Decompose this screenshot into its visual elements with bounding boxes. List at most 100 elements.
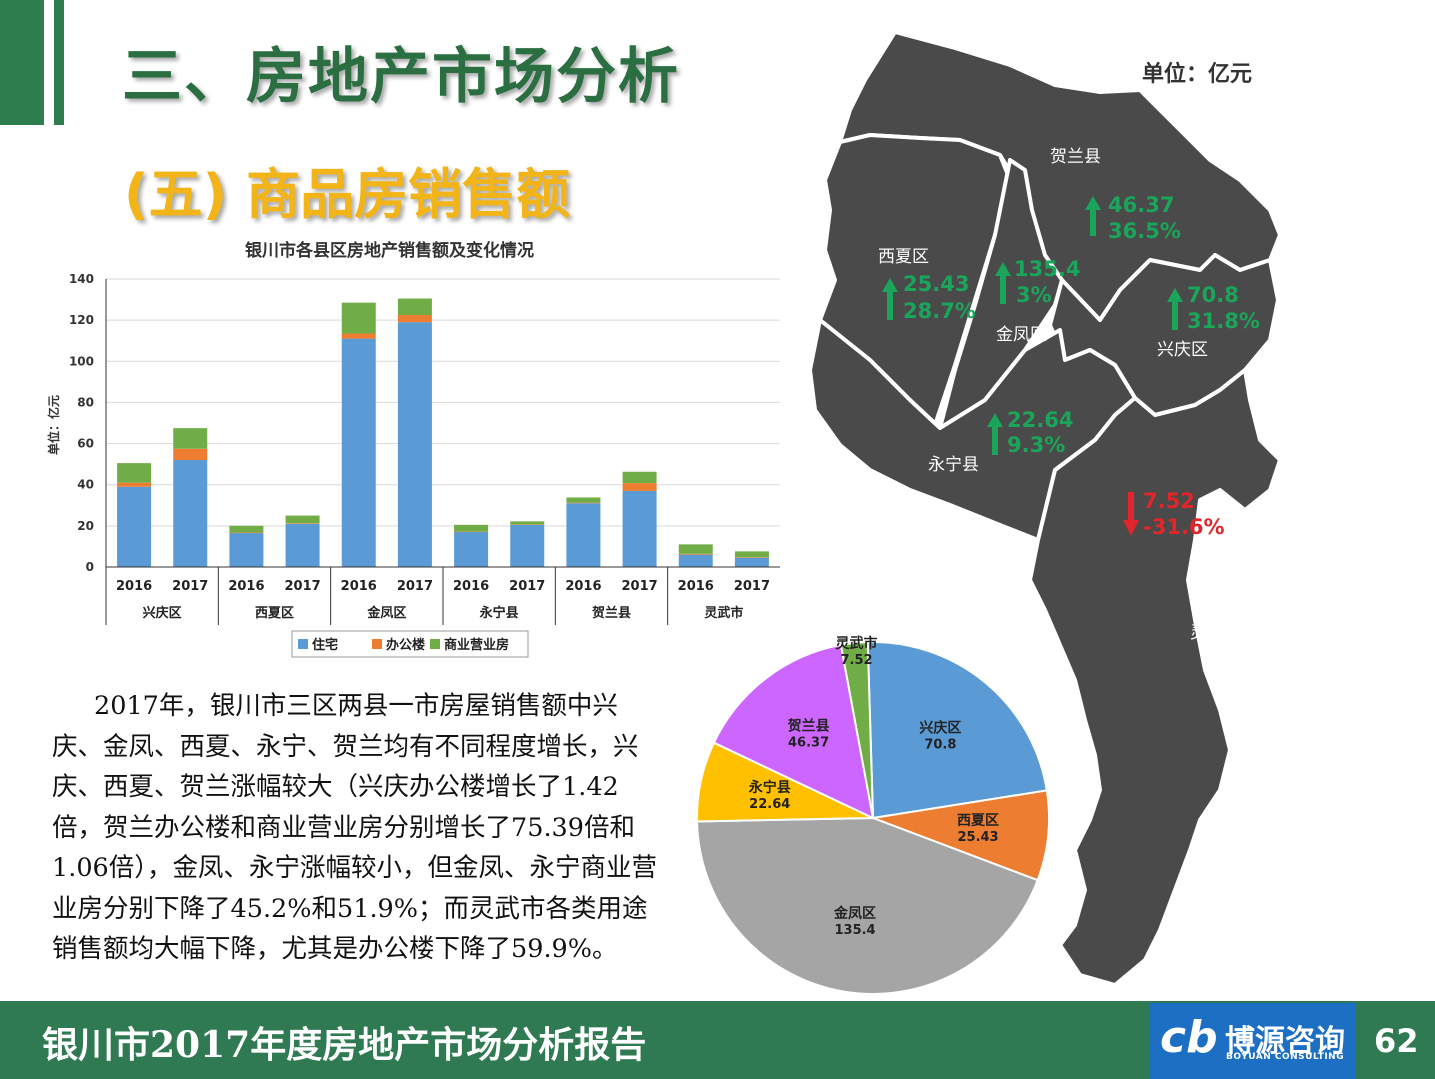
- bar-segment: [117, 463, 152, 483]
- bar-chart: 0 20 40 60 80 100 120 140 兴庆区 2016 2017 西夏区 2016 2017…: [46, 272, 780, 658]
- bar-segment: [285, 523, 320, 567]
- map-change-xingqing: 31.8%: [1187, 309, 1260, 333]
- map-label-helan: 贺兰县: [1050, 147, 1101, 167]
- bar-segment: [734, 557, 769, 567]
- title-accent-bar-thin: [54, 0, 64, 125]
- map-value-helan: 46.37: [1108, 193, 1174, 217]
- legend-label: 住宅: [312, 637, 338, 653]
- bar-segment: [678, 554, 713, 567]
- map-change-helan: 36.5%: [1108, 219, 1181, 243]
- x-group-label: 灵武市: [704, 605, 743, 621]
- up-arrow-icon: [995, 262, 1011, 304]
- title-accent-bar: [0, 0, 44, 125]
- y-tick-label: 0: [86, 560, 94, 574]
- x-group-label: 兴庆区: [143, 605, 182, 621]
- bar-segment: [734, 557, 769, 558]
- bar-segment: [622, 490, 657, 567]
- x-year-label: 2017: [509, 579, 545, 594]
- bar-segment: [510, 524, 545, 567]
- pie-label-name: 金凤区: [833, 905, 876, 922]
- legend-swatch: [372, 639, 382, 649]
- x-year-label: 2016: [341, 579, 377, 594]
- up-arrow-icon: [882, 278, 898, 320]
- map-value-yongning: 22.64: [1007, 408, 1073, 432]
- pie-label-value: 46.37: [788, 735, 829, 750]
- bar-segment: [341, 302, 376, 334]
- pie-label-name: 贺兰县: [787, 717, 830, 734]
- up-arrow-icon: [987, 413, 1003, 455]
- x-year-label: 2017: [172, 579, 208, 594]
- bar-segment: [678, 553, 713, 555]
- map-change-jinfeng: 3%: [1016, 283, 1052, 307]
- x-year-label: 2016: [453, 579, 489, 594]
- bar-segment: [678, 544, 713, 554]
- pie-label-value: 70.8: [924, 738, 956, 753]
- bar-segment: [285, 523, 320, 524]
- x-year-label: 2016: [678, 579, 714, 594]
- x-group-label: 永宁县: [479, 605, 519, 621]
- x-year-label: 2017: [621, 579, 657, 594]
- x-year-label: 2016: [565, 579, 601, 594]
- bar-segment: [285, 515, 320, 524]
- x-year-label: 2016: [116, 579, 152, 594]
- y-tick-label: 100: [69, 354, 94, 368]
- x-year-label: 2017: [284, 579, 320, 594]
- pie-label-value: 135.4: [834, 923, 875, 938]
- x-year-label: 2017: [734, 579, 770, 594]
- y-tick-label: 80: [77, 395, 94, 409]
- map-region-xixia: [818, 133, 1012, 427]
- district-map: 贺兰县 西夏区 金凤区 兴庆区 永宁县 灵武市 46.37 36.5% 25.4…: [808, 30, 1282, 987]
- bar-segment: [117, 486, 152, 567]
- bar-segment: [117, 482, 152, 487]
- bar-chart-ylabel: 单位：亿元: [46, 395, 61, 455]
- pie-slice: [866, 641, 1048, 820]
- pie-slice: [696, 816, 1039, 995]
- map-change-xixia: 28.7%: [903, 299, 976, 323]
- bar-segment: [173, 460, 208, 567]
- section-subtitle: (五) 商品房销售额: [124, 163, 571, 226]
- map-value-xixia: 25.43: [903, 272, 969, 296]
- bar-segment: [229, 533, 264, 567]
- pie-label-value: 7.52: [840, 653, 872, 668]
- legend-label: 办公楼: [386, 637, 425, 653]
- bar-segment: [622, 483, 657, 491]
- map-label-jinfeng: 金凤区: [996, 325, 1047, 345]
- logo-name-en: BOYUAN CONSULTING: [1226, 1052, 1345, 1062]
- x-group-label: 西夏区: [255, 606, 294, 621]
- bar-segment: [229, 525, 264, 533]
- bar-segment: [173, 448, 208, 461]
- legend-box: [291, 630, 529, 658]
- map-label-xingqing: 兴庆区: [1157, 340, 1208, 360]
- pie-slice: [869, 789, 1050, 882]
- pie-label-value: 25.43: [957, 830, 998, 845]
- bar-segment: [566, 497, 601, 503]
- bar-segment: [397, 322, 432, 567]
- bar-segment: [173, 428, 208, 449]
- up-arrow-icon: [1167, 288, 1183, 330]
- pie-label-name: 永宁县: [748, 779, 791, 796]
- map-change-yongning: 9.3%: [1007, 433, 1065, 457]
- map-change-lingwu: -31.6%: [1143, 515, 1225, 539]
- pie-slice: [712, 643, 875, 820]
- x-year-label: 2016: [228, 579, 264, 594]
- bar-chart-title: 银川市各县区房地产销售额及变化情况: [245, 241, 534, 261]
- x-group-label: 金凤区: [366, 605, 406, 621]
- y-tick-label: 20: [77, 519, 94, 533]
- map-label-lingwu: 灵武市: [1190, 623, 1241, 643]
- y-tick-label: 140: [69, 272, 94, 286]
- page-number: 62: [1374, 1022, 1419, 1060]
- y-tick-label: 60: [77, 437, 94, 451]
- pie-label-name: 西夏区: [957, 812, 999, 829]
- bar-segment: [622, 471, 657, 484]
- map-value-xingqing: 70.8: [1187, 283, 1239, 307]
- legend-swatch: [430, 639, 440, 649]
- pie-slice: [839, 641, 874, 819]
- x-year-label: 2017: [397, 579, 433, 594]
- company-logo: [1150, 1003, 1356, 1079]
- bar-segment: [566, 503, 601, 567]
- pie-label-name: 灵武市: [836, 635, 878, 652]
- pie-label-value: 22.64: [749, 797, 790, 812]
- legend-swatch: [298, 639, 308, 649]
- pie-label-name: 兴庆区: [919, 720, 961, 737]
